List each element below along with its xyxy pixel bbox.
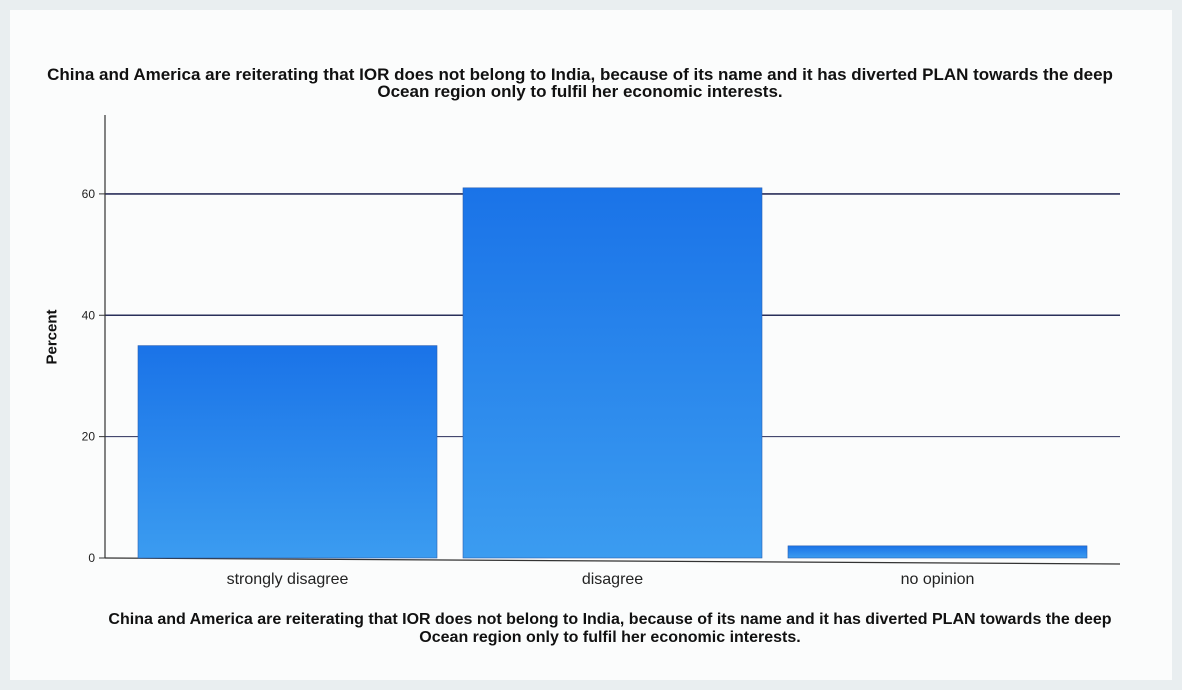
x-tick-label: disagree [582, 571, 643, 588]
chart-title: China and America are reiterating that I… [47, 65, 1113, 101]
y-tick-label: 60 [82, 187, 96, 201]
bar-disagree [462, 187, 763, 559]
x-tick-label: no opinion [901, 571, 975, 588]
bar-no-opinion [787, 545, 1088, 559]
x-axis-title: China and America are reiterating that I… [108, 611, 1112, 646]
bar-strongly-disagree [137, 345, 438, 559]
y-tick-label: 20 [82, 430, 96, 444]
axes [99, 115, 1121, 565]
x-tick-label: strongly disagree [227, 571, 349, 588]
y-tick-label: 0 [88, 551, 95, 565]
bars [137, 187, 1088, 559]
axis-labels: 0 20 40 60 strongly disagree disagree no opini… [82, 187, 975, 588]
y-tick-label: 40 [82, 308, 96, 322]
x-axis-line [104, 557, 1121, 565]
